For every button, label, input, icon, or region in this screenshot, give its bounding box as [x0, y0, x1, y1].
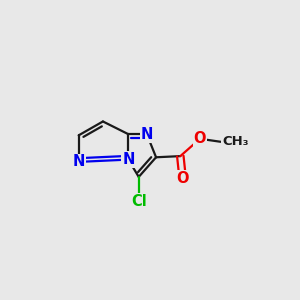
Text: N: N	[141, 127, 153, 142]
Text: O: O	[176, 171, 189, 186]
Text: N: N	[73, 154, 85, 169]
Text: N: N	[122, 152, 134, 167]
Text: O: O	[194, 131, 206, 146]
Text: Cl: Cl	[131, 194, 147, 209]
Text: CH₃: CH₃	[222, 135, 248, 148]
